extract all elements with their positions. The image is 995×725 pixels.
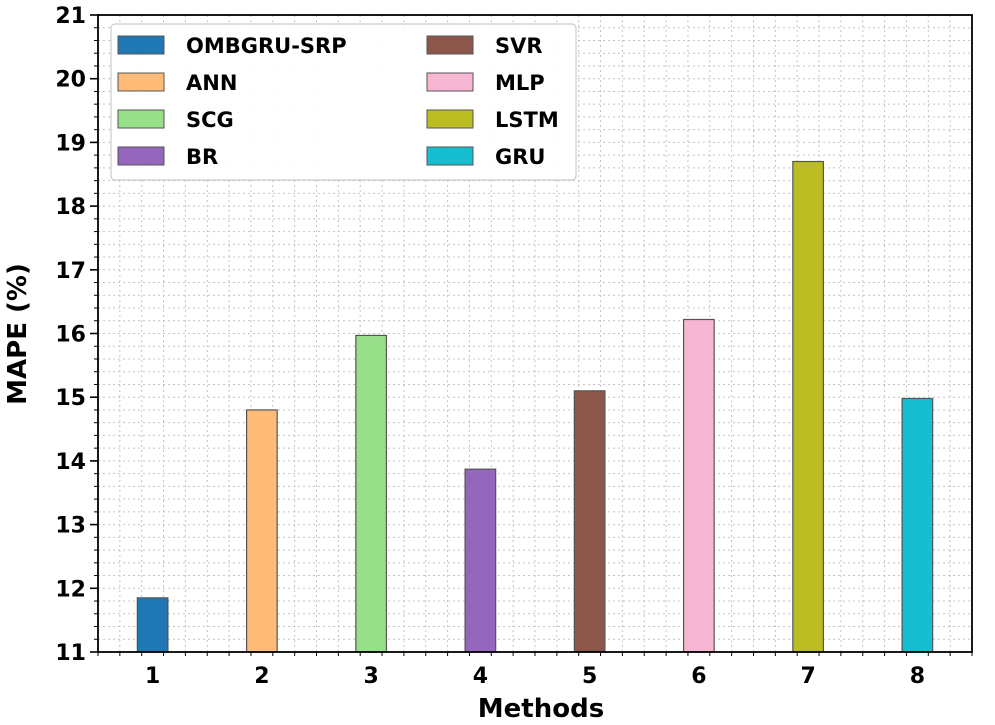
- y-tick-label: 11: [55, 641, 86, 666]
- y-tick-label: 14: [55, 450, 86, 475]
- y-tick-label: 12: [55, 577, 86, 602]
- bar-gru: [901, 397, 934, 653]
- x-tick-label: 5: [582, 664, 597, 689]
- y-tick-label: 13: [55, 514, 86, 539]
- legend-label-svr: SVR: [495, 34, 543, 58]
- bar-lstm: [792, 160, 825, 653]
- legend-swatch-scg: [117, 109, 165, 129]
- bar-ombgru-srp: [136, 597, 169, 653]
- legend-swatch-ann: [117, 72, 165, 92]
- bar-ann: [245, 409, 278, 653]
- x-tick-label: 1: [145, 664, 160, 689]
- bar-mlp: [682, 318, 715, 653]
- legend-box: [110, 23, 577, 181]
- legend-label-br: BR: [186, 145, 218, 169]
- legend-swatch-svr: [426, 35, 474, 55]
- x-tick-label: 8: [910, 664, 925, 689]
- x-tick-label: 2: [254, 664, 269, 689]
- legend-swatch-lstm: [426, 109, 474, 129]
- x-axis-title: Methods: [478, 694, 604, 724]
- legend-swatch-br: [117, 146, 165, 166]
- legend-label-mlp: MLP: [495, 71, 545, 95]
- y-axis-title: MAPE (%): [3, 263, 33, 405]
- bar-scg: [355, 334, 388, 653]
- y-tick-label: 18: [55, 195, 86, 220]
- legend-swatch-gru: [426, 146, 474, 166]
- y-tick-label: 17: [55, 259, 86, 284]
- x-tick-label: 7: [800, 664, 815, 689]
- legend-label-ann: ANN: [186, 71, 237, 95]
- x-tick-label: 6: [691, 664, 706, 689]
- y-tick-label: 16: [55, 323, 86, 348]
- legend-label-gru: GRU: [495, 145, 545, 169]
- bars: [136, 160, 934, 653]
- legend-label-lstm: LSTM: [495, 108, 559, 132]
- y-tick-label: 20: [55, 68, 86, 93]
- x-tick-label: 4: [473, 664, 488, 689]
- y-tick-label: 21: [55, 4, 86, 29]
- legend-swatch-mlp: [426, 72, 474, 92]
- x-tick-label: 3: [363, 664, 378, 689]
- legend-label-scg: SCG: [186, 108, 234, 132]
- y-tick-label: 19: [55, 131, 86, 156]
- y-tick-label: 15: [55, 386, 86, 411]
- legend-swatch-ombgru-srp: [117, 35, 165, 55]
- legend-label-ombgru-srp: OMBGRU-SRP: [186, 34, 347, 58]
- bar-svr: [573, 390, 606, 653]
- bar-br: [464, 468, 497, 653]
- legend: OMBGRU-SRP ANN SCG BR SVR MLP LSTM GRU: [110, 23, 577, 181]
